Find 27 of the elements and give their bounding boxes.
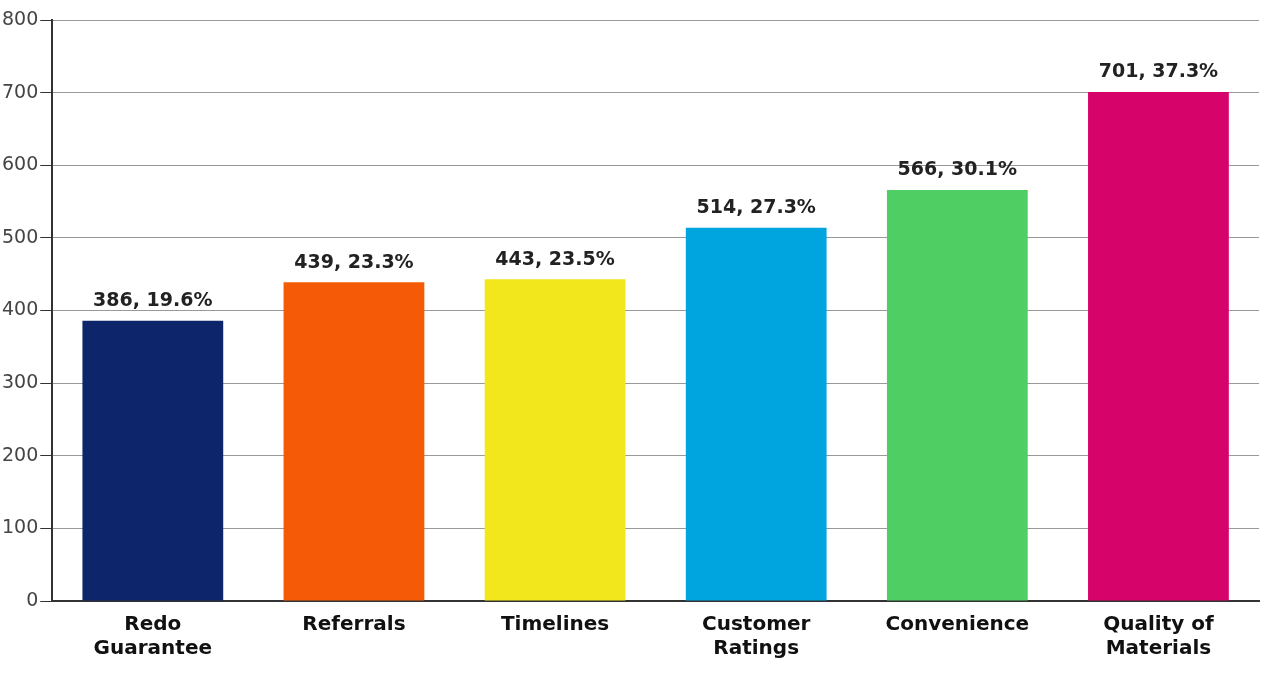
y-tick-label: 400 xyxy=(2,297,39,320)
bar xyxy=(886,189,1028,601)
data-label: 386, 19.6% xyxy=(93,288,213,311)
bar xyxy=(484,279,626,601)
data-label: 439, 23.3% xyxy=(294,249,414,272)
x-tick-label: Customer Ratings xyxy=(702,611,811,660)
y-tick-label: 100 xyxy=(2,515,39,538)
y-tick-label: 300 xyxy=(2,370,39,393)
x-tick-label: Referrals xyxy=(302,611,406,636)
bar xyxy=(82,320,224,601)
data-label: 443, 23.5% xyxy=(495,246,615,269)
x-tick-label: Redo Guarantee xyxy=(93,611,213,660)
y-tick-label: 0 xyxy=(26,587,39,610)
y-tick-label: 600 xyxy=(2,152,39,175)
data-label: 514, 27.3% xyxy=(696,195,816,218)
x-tick-label: Quality of Materials xyxy=(1103,611,1214,660)
data-label: 566, 30.1% xyxy=(897,157,1018,180)
bar xyxy=(283,282,425,601)
bar xyxy=(1088,91,1229,601)
y-tick-label: 200 xyxy=(2,442,39,465)
y-tick-label: 700 xyxy=(2,79,39,102)
data-label: 701, 37.3% xyxy=(1098,59,1219,82)
x-tick-label: Convenience xyxy=(885,611,1030,636)
y-tick-label: 800 xyxy=(2,6,39,29)
bar xyxy=(685,227,827,601)
x-tick-label: Timelines xyxy=(500,611,610,636)
y-tick-label: 500 xyxy=(2,224,39,247)
